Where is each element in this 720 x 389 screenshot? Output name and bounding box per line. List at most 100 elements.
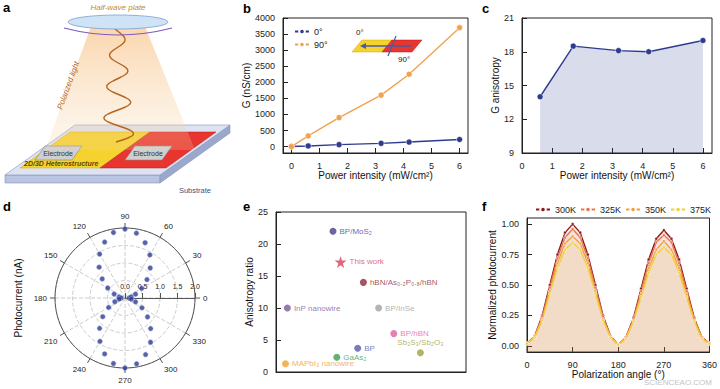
svg-text:GaAs₂: GaAs₂	[343, 352, 367, 362]
svg-text:1500: 1500	[255, 93, 275, 103]
svg-text:Sb₂S₃/Sb₂O₃: Sb₂S₃/Sb₂O₃	[397, 338, 443, 347]
svg-text:Polarized light: Polarized light	[55, 60, 81, 111]
svg-text:1000: 1000	[255, 109, 275, 119]
svg-text:330: 330	[193, 337, 207, 346]
svg-text:Anisotropy ratio: Anisotropy ratio	[244, 257, 255, 327]
svg-text:d: d	[3, 199, 11, 214]
svg-text:0°: 0°	[356, 28, 364, 37]
svg-text:0: 0	[203, 294, 208, 303]
svg-text:1.5: 1.5	[173, 283, 183, 290]
svg-text:6: 6	[457, 161, 462, 171]
svg-text:270: 270	[118, 376, 132, 385]
svg-text:BP/hBN: BP/hBN	[400, 329, 429, 338]
svg-text:b: b	[243, 1, 251, 16]
svg-text:2: 2	[580, 161, 585, 171]
svg-text:Power intensity (mW/cm²): Power intensity (mW/cm²)	[318, 170, 432, 181]
svg-text:Power intensity (mW/cm²): Power intensity (mW/cm²)	[560, 170, 674, 181]
svg-text:InP nanowire: InP nanowire	[294, 304, 341, 313]
svg-text:2000: 2000	[255, 77, 275, 87]
svg-text:3: 3	[373, 161, 378, 171]
svg-text:a: a	[3, 0, 11, 15]
svg-text:120: 120	[73, 222, 87, 231]
svg-text:0: 0	[270, 142, 275, 152]
svg-text:21: 21	[504, 13, 514, 23]
svg-text:1: 1	[550, 161, 555, 171]
svg-text:5: 5	[670, 161, 675, 171]
svg-text:300K: 300K	[555, 205, 576, 215]
svg-text:210: 210	[44, 337, 58, 346]
svg-text:0.25: 0.25	[501, 310, 519, 320]
svg-text:G (nS/cm): G (nS/cm)	[241, 63, 252, 109]
svg-text:0.75: 0.75	[501, 250, 519, 260]
svg-text:1.0: 1.0	[155, 283, 165, 290]
svg-text:180: 180	[34, 294, 48, 303]
svg-text:SCIENCEAO.COM: SCIENCEAO.COM	[644, 377, 712, 387]
svg-text:BP/InSe: BP/InSe	[385, 304, 415, 313]
svg-text:12: 12	[504, 114, 514, 124]
svg-text:0.00: 0.00	[501, 341, 519, 351]
svg-text:0°: 0°	[314, 27, 323, 37]
svg-text:18: 18	[504, 47, 514, 57]
svg-text:0: 0	[289, 161, 294, 171]
svg-text:0.50: 0.50	[501, 280, 519, 290]
svg-text:This work: This work	[350, 257, 385, 266]
svg-text:325K: 325K	[600, 205, 621, 215]
svg-text:90: 90	[121, 212, 130, 221]
svg-text:5: 5	[429, 161, 434, 171]
svg-text:1.00: 1.00	[501, 219, 519, 229]
svg-text:180: 180	[611, 360, 626, 370]
svg-text:9: 9	[509, 148, 514, 158]
svg-text:0: 0	[263, 367, 268, 377]
svg-text:Half-wave plate: Half-wave plate	[90, 3, 146, 12]
svg-text:f: f	[482, 199, 487, 214]
svg-text:c: c	[482, 1, 489, 16]
svg-text:Normalized photocurrent: Normalized photocurrent	[487, 230, 498, 340]
svg-text:0: 0	[524, 360, 529, 370]
svg-text:10: 10	[258, 303, 268, 313]
svg-text:500: 500	[260, 126, 275, 136]
svg-text:150: 150	[44, 251, 58, 260]
svg-text:90: 90	[568, 360, 578, 370]
svg-text:5: 5	[263, 335, 268, 345]
svg-text:hBN/As₀.₂P₀.₈/hBN: hBN/As₀.₂P₀.₈/hBN	[370, 278, 438, 287]
svg-text:0.5: 0.5	[138, 283, 148, 290]
svg-text:4000: 4000	[255, 13, 275, 23]
svg-text:0: 0	[519, 161, 524, 171]
svg-text:2500: 2500	[255, 61, 275, 71]
svg-text:2: 2	[345, 161, 350, 171]
svg-text:BP/MoS₂: BP/MoS₂	[340, 227, 372, 236]
svg-text:Photocurrent (nA): Photocurrent (nA)	[13, 259, 24, 338]
svg-text:90°: 90°	[398, 55, 410, 64]
svg-text:MAPbI₃ nanowire: MAPbI₃ nanowire	[292, 359, 355, 368]
svg-text:60: 60	[164, 222, 173, 231]
svg-text:15: 15	[258, 271, 268, 281]
svg-text:2.0: 2.0	[190, 283, 200, 290]
svg-text:375K: 375K	[690, 205, 711, 215]
svg-text:240: 240	[73, 365, 87, 374]
svg-text:350K: 350K	[645, 205, 666, 215]
svg-text:30: 30	[193, 251, 202, 260]
svg-text:2D/3D Heterostructure: 2D/3D Heterostructure	[23, 160, 98, 167]
svg-text:270: 270	[656, 360, 671, 370]
svg-text:BP: BP	[364, 344, 375, 353]
svg-text:4: 4	[401, 161, 406, 171]
svg-text:20: 20	[258, 239, 268, 249]
svg-text:Electrode: Electrode	[43, 150, 73, 157]
svg-text:e: e	[243, 199, 250, 214]
svg-text:G anisotropy: G anisotropy	[490, 57, 501, 114]
svg-text:3: 3	[610, 161, 615, 171]
svg-text:25: 25	[258, 207, 268, 217]
svg-text:Electrode: Electrode	[133, 150, 163, 157]
svg-text:Substrate: Substrate	[179, 186, 211, 195]
svg-text:Polarization angle (°): Polarization angle (°)	[572, 369, 665, 380]
svg-text:360: 360	[702, 360, 717, 370]
svg-text:300: 300	[164, 365, 178, 374]
svg-text:4: 4	[640, 161, 645, 171]
svg-text:1: 1	[317, 161, 322, 171]
svg-text:3000: 3000	[255, 45, 275, 55]
svg-text:6: 6	[700, 161, 705, 171]
svg-text:15: 15	[504, 81, 514, 91]
svg-text:90°: 90°	[314, 40, 328, 50]
svg-text:0.0: 0.0	[120, 283, 130, 290]
svg-text:3500: 3500	[255, 29, 275, 39]
